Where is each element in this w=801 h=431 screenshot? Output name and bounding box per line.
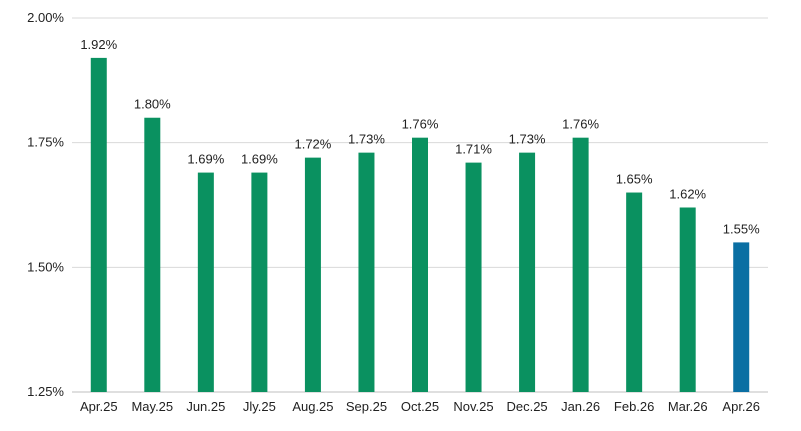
- bar-nov-25: [465, 162, 482, 392]
- y-tick-label: 1.50%: [27, 259, 64, 274]
- data-label: 1.65%: [616, 172, 653, 187]
- data-label: 1.62%: [669, 186, 706, 201]
- bar-oct-25: [412, 137, 428, 392]
- bar-aug-25: [304, 157, 321, 392]
- data-label: 1.76%: [562, 117, 599, 132]
- x-tick-label: Feb.26: [614, 399, 654, 414]
- bar-apr-25: [90, 57, 107, 392]
- x-tick-label: Oct.25: [401, 399, 439, 414]
- y-tick-label: 1.25%: [27, 384, 64, 399]
- bars: [90, 57, 750, 392]
- bar-sep-25: [358, 152, 375, 392]
- bar-mar-26: [679, 207, 696, 392]
- bar-jan-26: [572, 137, 589, 392]
- bar-may-25: [144, 117, 161, 392]
- x-tick-label: May.25: [131, 399, 173, 414]
- data-label: 1.92%: [80, 37, 117, 52]
- bar-dec-25: [519, 152, 536, 392]
- x-tick-label: Mar.26: [668, 399, 708, 414]
- data-label: 1.73%: [348, 132, 385, 147]
- y-tick-label: 2.00%: [27, 10, 64, 25]
- bar-apr-26: [733, 242, 750, 392]
- x-tick-label: Apr.26: [722, 399, 760, 414]
- x-tick-label: Nov.25: [453, 399, 493, 414]
- x-tick-label: Jun.25: [186, 399, 225, 414]
- x-tick-label: Dec.25: [506, 399, 547, 414]
- x-tick-label: Aug.25: [292, 399, 333, 414]
- data-label: 1.80%: [134, 97, 171, 112]
- data-label: 1.69%: [187, 152, 224, 167]
- x-tick-label: Jan.26: [561, 399, 600, 414]
- data-label: 1.71%: [455, 142, 492, 157]
- data-labels: 1.92% 1.80% 1.69% 1.69% 1.72% 1.73% 1.76% 1.71%…: [80, 37, 760, 237]
- x-tick-label: Sep.25: [346, 399, 387, 414]
- data-label: 1.76%: [402, 117, 439, 132]
- y-axis-tick-labels: 1.25% 1.50% 1.75% 2.00%: [27, 10, 64, 399]
- x-tick-label: Apr.25: [80, 399, 118, 414]
- data-label: 1.55%: [723, 221, 760, 236]
- data-label: 1.69%: [241, 152, 278, 167]
- bar-feb-26: [626, 192, 643, 392]
- data-label: 1.73%: [509, 132, 546, 147]
- bar-jly-25: [251, 172, 268, 392]
- y-tick-label: 1.75%: [27, 135, 64, 150]
- x-axis-tick-labels: Apr.25 May.25 Jun.25 Jly.25 Aug.25 Sep.25 Oct.…: [80, 399, 760, 414]
- x-tick-label: Jly.25: [243, 399, 276, 414]
- bar-jun-25: [197, 172, 214, 392]
- data-label: 1.72%: [294, 137, 331, 152]
